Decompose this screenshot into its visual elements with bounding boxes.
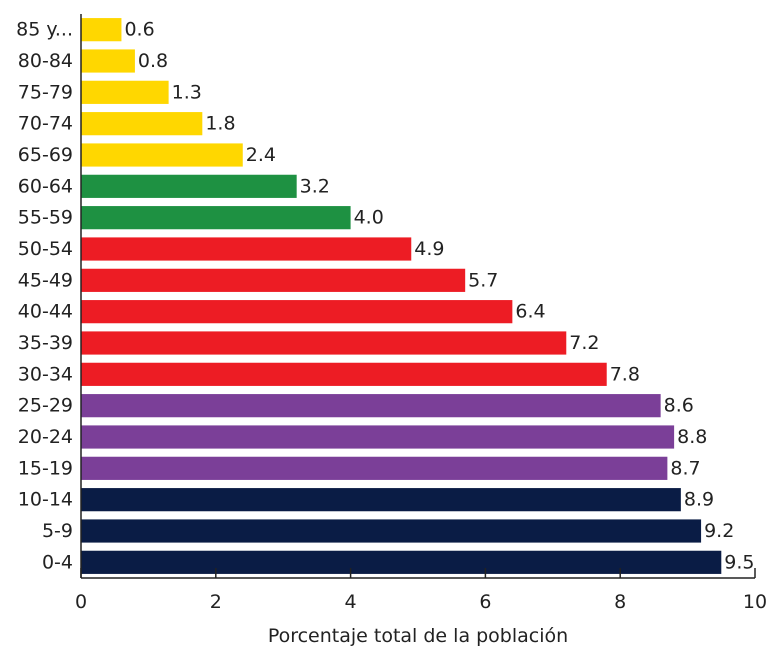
category-label: 50-54 (18, 238, 73, 260)
bar-15-19 (81, 456, 668, 480)
value-label: 6.4 (515, 301, 545, 323)
x-tick-label: 8 (614, 591, 626, 613)
category-label: 80-84 (18, 50, 73, 72)
value-label: 8.9 (684, 489, 714, 511)
bar-80-84 (81, 49, 135, 73)
bar-85-y- (81, 18, 122, 42)
bar-0-4 (81, 550, 722, 574)
x-tick-label: 10 (743, 591, 767, 613)
category-label: 40-44 (18, 301, 73, 323)
category-label: 65-69 (18, 144, 73, 166)
category-label: 10-14 (18, 489, 73, 511)
bar-65-69 (81, 143, 243, 167)
bars-layer: 85 y... 0.6 80-84 0.8 75-79 1.3 70-74 1.8 65-69 2… (16, 18, 755, 574)
bar-45-49 (81, 268, 466, 292)
bar-10-14 (81, 488, 681, 512)
value-label: 4.9 (414, 238, 444, 260)
category-label: 60-64 (18, 175, 73, 197)
x-tick-label: 2 (210, 591, 222, 613)
x-tick-label: 6 (479, 591, 491, 613)
value-label: 0.8 (138, 50, 168, 72)
bar-5-9 (81, 519, 702, 543)
category-label: 55-59 (18, 207, 73, 229)
value-label: 9.5 (724, 551, 754, 573)
category-label: 35-39 (18, 332, 73, 354)
value-label: 7.8 (610, 363, 640, 385)
category-label: 20-24 (18, 426, 73, 448)
x-tick-label: 0 (75, 591, 87, 613)
bar-75-79 (81, 80, 169, 104)
category-label: 25-29 (18, 395, 73, 417)
bar-40-44 (81, 300, 513, 324)
bar-25-29 (81, 394, 661, 418)
bar-50-54 (81, 237, 412, 261)
category-label: 70-74 (18, 113, 73, 135)
bar-70-74 (81, 112, 203, 136)
axes-layer (80, 14, 755, 579)
x-axis-title: Porcentaje total de la población (268, 625, 568, 647)
value-label: 9.2 (704, 520, 734, 542)
value-label: 8.8 (677, 426, 707, 448)
category-label: 0-4 (42, 551, 73, 573)
value-label: 3.2 (300, 175, 330, 197)
category-label: 45-49 (18, 269, 73, 291)
bar-60-64 (81, 174, 297, 198)
value-label: 8.7 (670, 457, 700, 479)
bar-20-24 (81, 425, 675, 449)
value-label: 8.6 (664, 395, 694, 417)
x-tick-label: 4 (345, 591, 357, 613)
bar-55-59 (81, 206, 351, 230)
value-label: 1.3 (172, 81, 202, 103)
value-label: 2.4 (246, 144, 276, 166)
value-label: 0.6 (124, 19, 154, 41)
category-label: 15-19 (18, 457, 73, 479)
ticks-layer: 0 2 4 6 8 10 (75, 568, 767, 613)
bar-30-34 (81, 362, 607, 386)
value-label: 5.7 (468, 269, 498, 291)
value-label: 7.2 (569, 332, 599, 354)
category-label: 5-9 (42, 520, 73, 542)
value-label: 1.8 (205, 113, 235, 135)
category-label: 30-34 (18, 363, 73, 385)
value-label: 4.0 (354, 207, 384, 229)
category-label: 85 y... (16, 19, 73, 41)
bar-35-39 (81, 331, 567, 355)
category-label: 75-79 (18, 81, 73, 103)
